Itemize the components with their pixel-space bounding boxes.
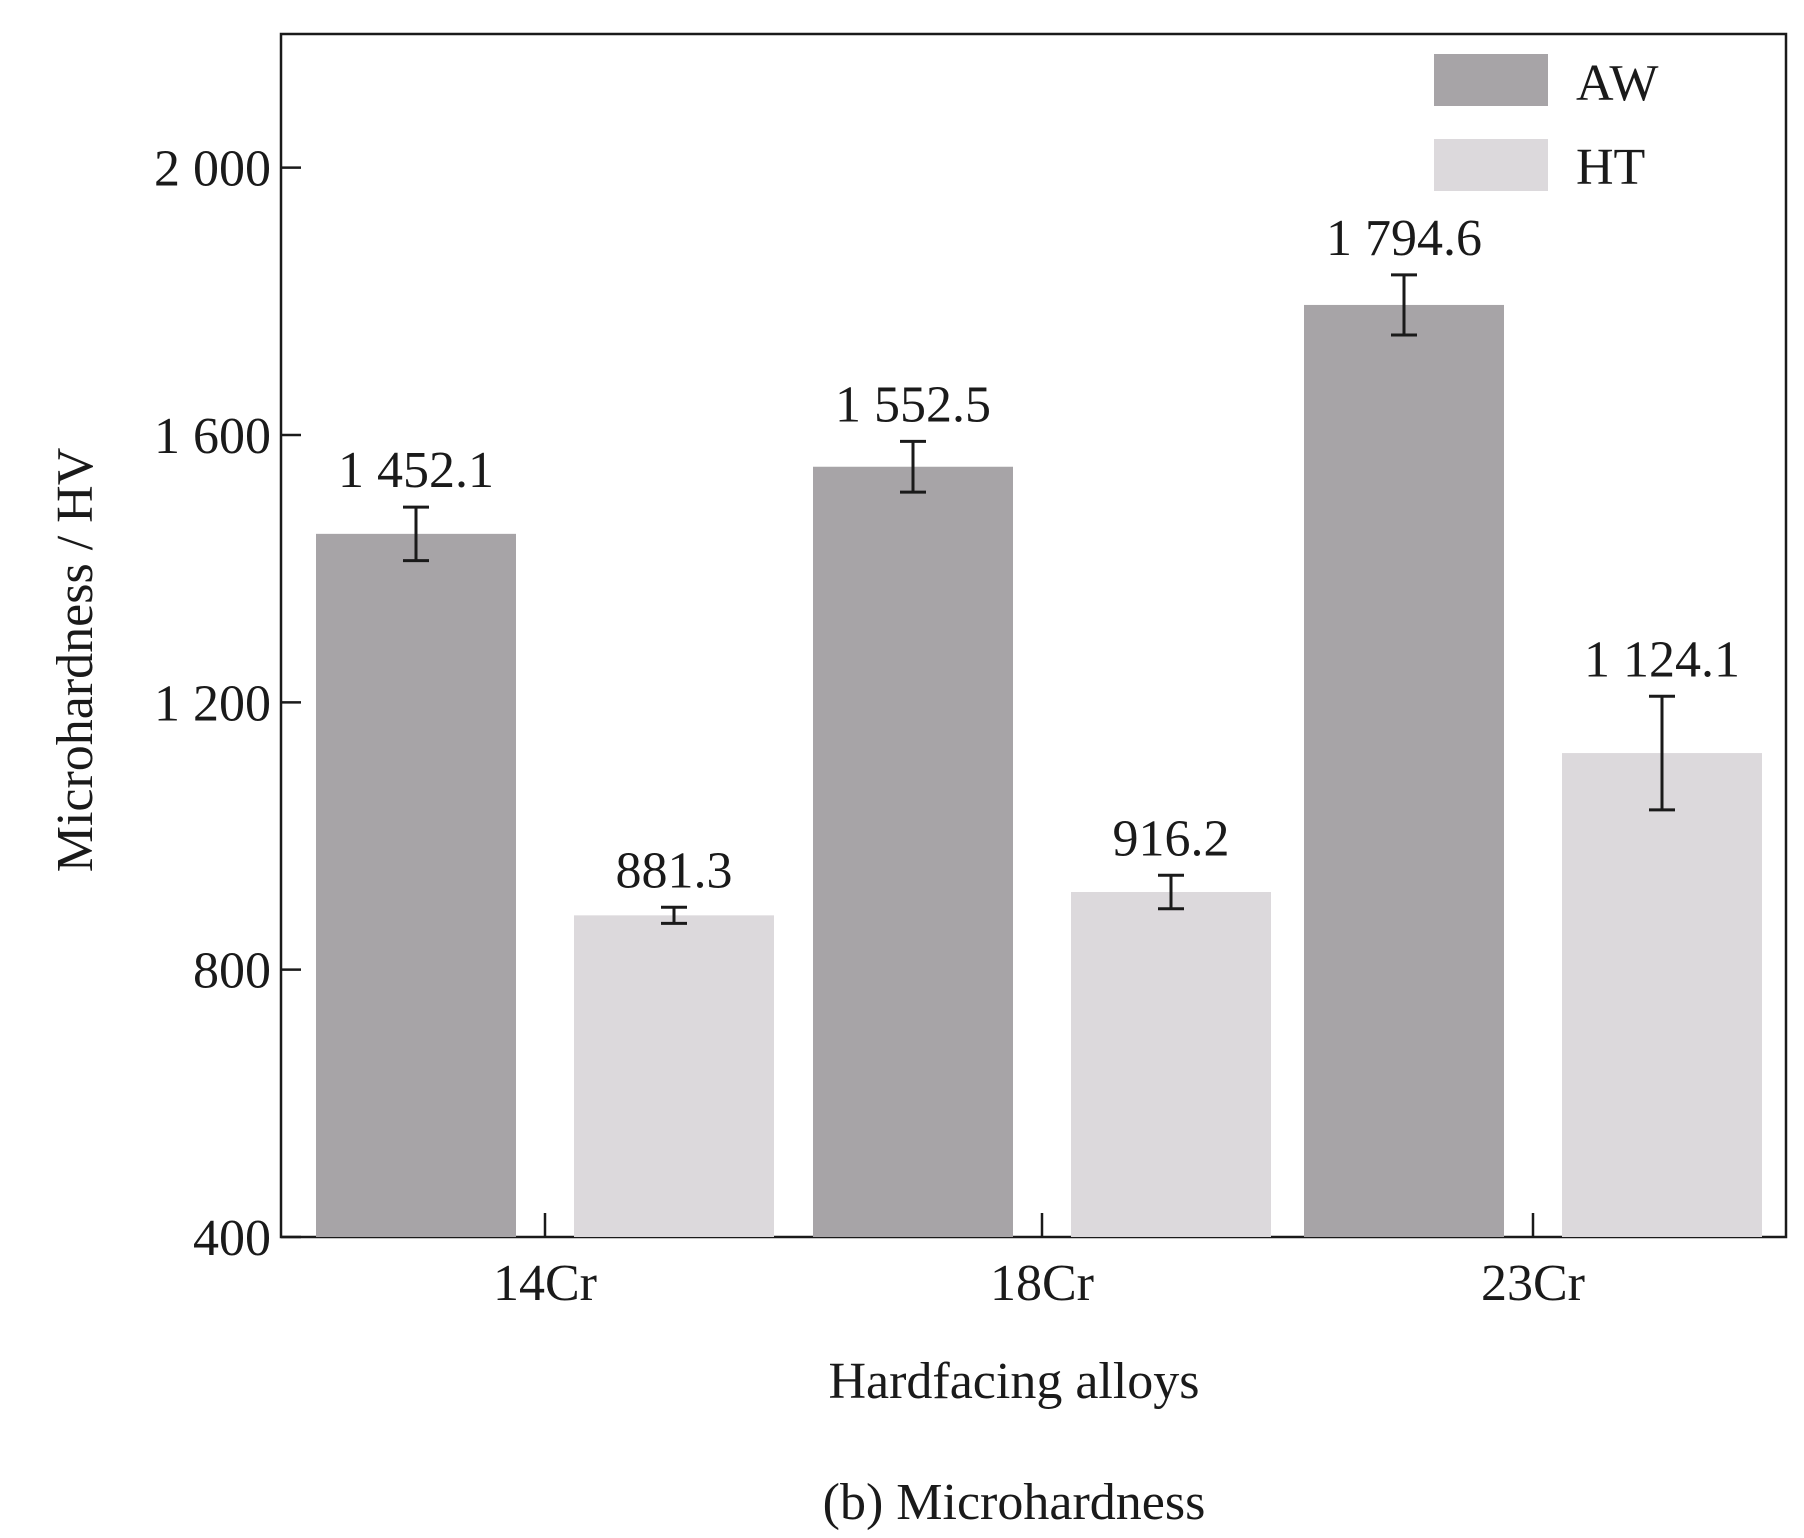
- legend: AW HT: [1434, 54, 1658, 196]
- bar-ht-14cr: [574, 915, 774, 1237]
- bar-ht-18cr: [1071, 892, 1271, 1237]
- category-label-18cr: 18Cr: [990, 1255, 1094, 1312]
- value-label-ht-14cr: 881.3: [616, 842, 733, 899]
- value-label-ht-18cr: 916.2: [1113, 810, 1230, 867]
- legend-label-aw: AW: [1576, 55, 1658, 112]
- error-bar-ht-14cr: [661, 905, 687, 925]
- bar-aw-23cr: [1304, 304, 1504, 1237]
- category-label-14cr: 14Cr: [493, 1255, 597, 1312]
- y-tick-label: 2 000: [154, 141, 271, 198]
- category-label-23cr: 23Cr: [1481, 1255, 1585, 1312]
- plot-frame: [279, 32, 1788, 1239]
- value-label-aw-18cr: 1 552.5: [835, 376, 991, 433]
- y-tick-label: 800: [193, 943, 271, 1000]
- error-bar-aw-14cr: [403, 505, 429, 563]
- y-axis: 400 800 1 200 1 600 2 000: [154, 141, 301, 1267]
- legend-swatch-aw: [1434, 54, 1548, 106]
- x-axis-title: Hardfacing alloys: [828, 1353, 1199, 1410]
- y-tick-label: 1 600: [154, 408, 271, 465]
- legend-swatch-ht: [1434, 139, 1548, 191]
- value-labels-layer: 1 452.1 1 552.5 1 794.6 881.3 916.2 1 124.1: [338, 210, 1740, 899]
- error-bar-ht-18cr: [1158, 873, 1184, 911]
- figure-caption: (b) Microhardness: [823, 1474, 1206, 1531]
- x-axis: 14Cr 18Cr 23Cr: [493, 1213, 1585, 1312]
- error-bar-aw-23cr: [1391, 273, 1417, 337]
- bars-layer: [316, 304, 1762, 1237]
- y-tick-label: 400: [193, 1210, 271, 1267]
- bar-aw-18cr: [813, 466, 1013, 1237]
- value-label-ht-23cr: 1 124.1: [1584, 631, 1740, 688]
- bar-aw-14cr: [316, 533, 516, 1237]
- value-label-aw-14cr: 1 452.1: [338, 442, 494, 499]
- y-axis-title: Microhardness / HV: [47, 448, 104, 873]
- legend-label-ht: HT: [1576, 139, 1645, 196]
- error-bar-aw-18cr: [900, 439, 926, 494]
- error-bar-ht-23cr: [1649, 694, 1675, 812]
- bar-ht-23cr: [1562, 753, 1762, 1237]
- error-bars-layer: [403, 273, 1675, 925]
- y-tick-label: 1 200: [154, 675, 271, 732]
- value-label-aw-23cr: 1 794.6: [1326, 210, 1482, 267]
